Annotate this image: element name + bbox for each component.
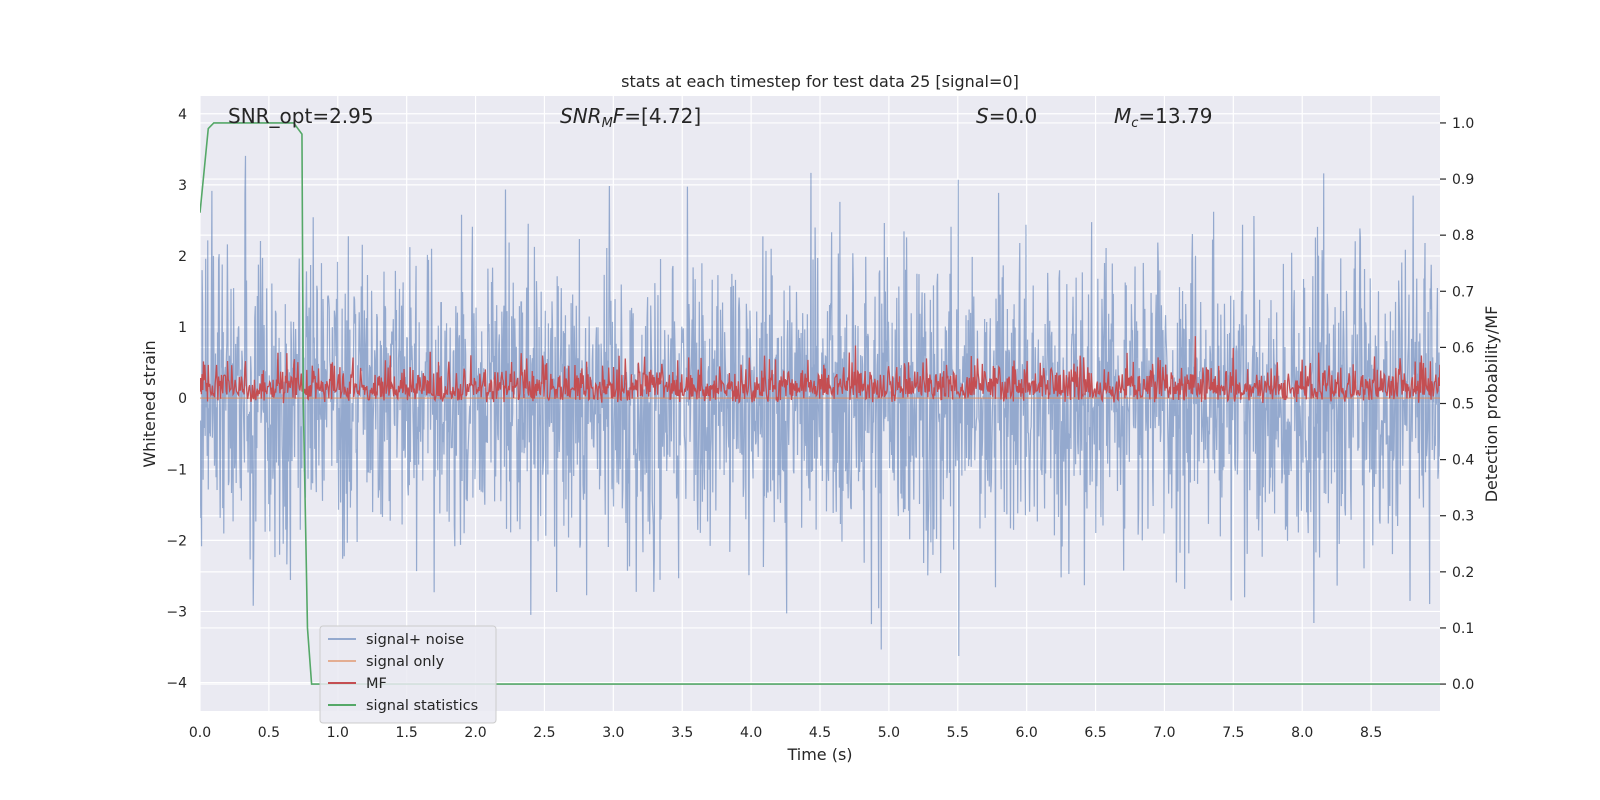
x-tick-label: 3.5 — [671, 725, 693, 741]
x-tick-label: 0.0 — [189, 725, 211, 741]
annotation-snr-mf: SNRMF=[4.72] — [560, 104, 701, 131]
x-tick-label: 5.5 — [947, 725, 969, 741]
x-tick-label: 2.5 — [533, 725, 555, 741]
x-tick-label: 5.0 — [878, 725, 900, 741]
x-tick-label: 0.5 — [258, 725, 280, 741]
y-right-tick-label: 0.3 — [1452, 509, 1474, 525]
x-tick-label: 6.0 — [1016, 725, 1038, 741]
y-axis-left-ticks: −4 −3 −2 −1 0 1 2 3 4 — [166, 107, 187, 692]
y-left-tick-label: −1 — [166, 462, 187, 478]
x-tick-label: 2.0 — [464, 725, 486, 741]
signal-statistics-line — [200, 122, 1440, 685]
x-tick-label: 4.5 — [809, 725, 831, 741]
x-tick-label: 8.5 — [1360, 725, 1382, 741]
y-left-tick-label: 1 — [178, 320, 187, 336]
y-left-tick-label: −4 — [166, 676, 187, 692]
y-right-tick-label: 0.6 — [1452, 340, 1474, 356]
y-right-tick-label: 0.2 — [1452, 565, 1474, 581]
legend-label: MF — [366, 676, 387, 692]
x-tick-label: 7.5 — [1222, 725, 1244, 741]
legend: signal+ noise signal only MF signal statist… — [319, 625, 497, 724]
y-left-tick-label: 4 — [178, 107, 187, 123]
y-axis-right-ticks: 0.0 0.1 0.2 0.3 0.4 0.5 0.6 0.7 0.8 0.9 1.0 — [1440, 116, 1474, 693]
y-left-tick-label: 3 — [178, 178, 187, 194]
series-mf — [200, 336, 1440, 404]
x-tick-label: 4.0 — [740, 725, 762, 741]
y-left-tick-label: −2 — [166, 533, 187, 549]
x-tick-label: 1.5 — [396, 725, 418, 741]
x-tick-label: 8.0 — [1291, 725, 1313, 741]
y-right-tick-label: 0.9 — [1452, 172, 1474, 188]
x-tick-label: 7.0 — [1153, 725, 1175, 741]
y-right-tick-label: 0.8 — [1452, 228, 1474, 244]
x-tick-label: 3.0 — [602, 725, 624, 741]
legend-box — [319, 625, 497, 724]
y-right-tick-label: 0.0 — [1452, 677, 1474, 693]
chart-title: stats at each timestep for test data 25 … — [621, 72, 1019, 91]
x-tick-label: 1.0 — [327, 725, 349, 741]
y-axis-left-label: Whitened strain — [140, 340, 159, 467]
legend-label: signal+ noise — [366, 632, 464, 648]
x-tick-label: 6.5 — [1084, 725, 1106, 741]
plot-area — [200, 122, 1440, 685]
annotation-snr-opt: SNR_opt=2.95 — [228, 104, 374, 128]
y-right-tick-label: 1.0 — [1452, 116, 1474, 132]
x-axis-label: Time (s) — [786, 745, 852, 764]
legend-label: signal only — [366, 654, 445, 670]
y-right-tick-label: 0.4 — [1452, 453, 1474, 469]
y-right-tick-label: 0.5 — [1452, 397, 1474, 413]
legend-label: signal statistics — [366, 698, 478, 714]
annotation-s-value: S=0.0 — [976, 104, 1037, 128]
series-signal-statistics — [200, 122, 1440, 685]
y-right-tick-label: 0.1 — [1452, 621, 1474, 637]
annotation-mc-value: Mc=13.79 — [1114, 104, 1212, 131]
x-axis-ticks: 0.0 0.5 1.0 1.5 2.0 2.5 3.0 3.5 4.0 4.5 5.0 5.5 6.0 6… — [189, 725, 1382, 741]
mf-line — [200, 336, 1440, 404]
y-left-tick-label: 0 — [178, 391, 187, 407]
y-left-tick-label: 2 — [178, 249, 187, 265]
y-left-tick-label: −3 — [166, 604, 187, 620]
y-right-tick-label: 0.7 — [1452, 284, 1474, 300]
y-axis-right-label: Detection probability/MF — [1482, 306, 1501, 503]
